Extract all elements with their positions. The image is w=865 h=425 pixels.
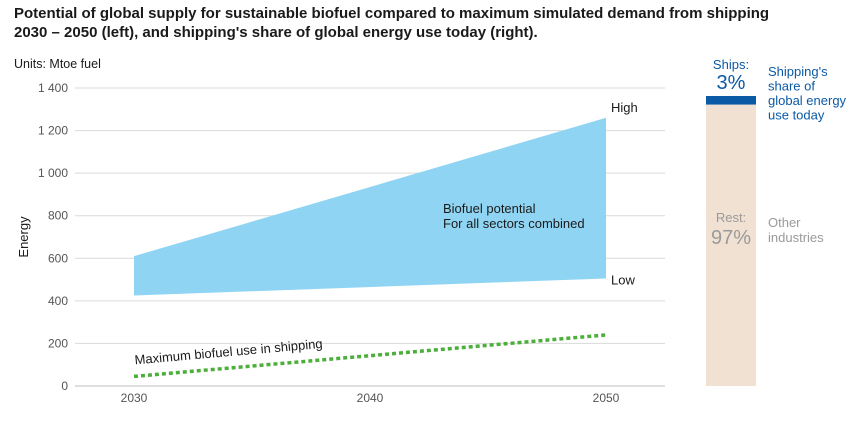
chart-title: Potential of global supply for sustainab… [14,4,834,42]
rest-description-line: Other [768,215,801,230]
band-subtitle-label: For all sectors combined [443,216,585,231]
biofuel-potential-band [134,117,606,296]
ships-name-label: Ships: [713,57,749,72]
y-tick-label: 0 [61,379,68,393]
rest-name-label: Rest: [716,210,746,225]
y-tick-label: 1 200 [38,124,68,138]
x-tick-label: 2040 [357,391,384,405]
max-shipping-biofuel-line [133,333,607,379]
ships-description-line: use today [768,108,825,123]
units-label: Units: Mtoe fuel [14,57,101,71]
x-tick-label: 2030 [121,391,148,405]
x-tick-label: 2050 [593,391,620,405]
low-label: Low [611,273,635,288]
ships-value-label: 3% [717,72,746,94]
y-tick-label: 1 000 [38,166,68,180]
y-tick-label: 1 400 [38,81,68,95]
ships-description-line: share of [768,79,815,94]
rest-description-line: industries [768,230,824,245]
ships-description-line: global energy [768,93,847,108]
y-tick-label: 600 [48,251,68,265]
y-tick-label: 800 [48,209,68,223]
y-axis-label: Energy [16,216,31,258]
ships-share-bar [706,96,756,105]
y-tick-label: 400 [48,294,68,308]
ships-description-line: Shipping's [768,64,828,79]
chart-title-line-1: Potential of global supply for sustainab… [14,5,770,22]
high-label: High [611,100,638,115]
rest-value-label: 97% [711,227,751,249]
y-tick-label: 200 [48,336,68,350]
rest-share-bar [706,104,756,386]
chart-title-line-2: 2030 – 2050 (left), and shipping's share… [14,24,538,41]
band-title-label: Biofuel potential [443,201,536,216]
